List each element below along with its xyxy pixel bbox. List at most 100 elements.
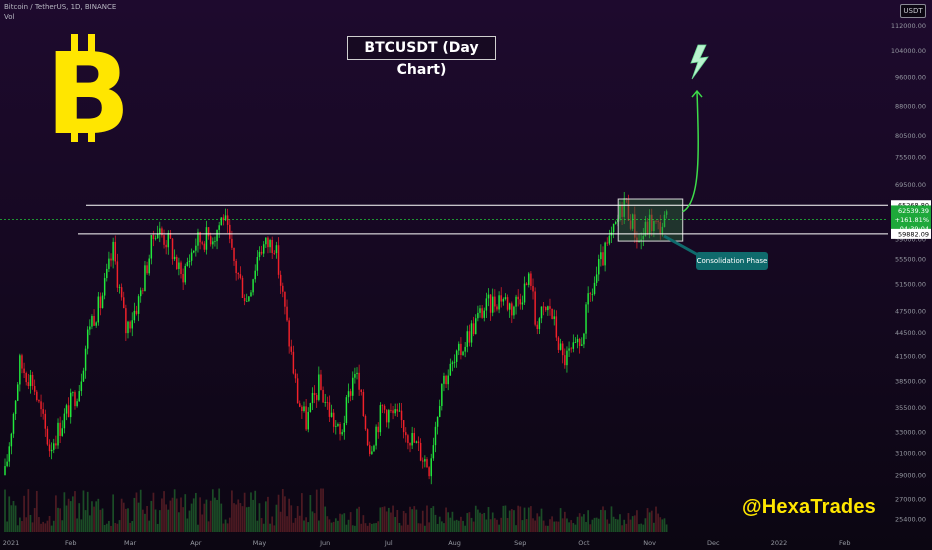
volume-bar [633,515,636,532]
volume-bar [523,507,526,532]
volume-bar [612,516,615,532]
candle-body [600,252,602,260]
candle-body [636,237,638,243]
volume-bar [86,491,89,532]
candle-body [112,241,114,261]
volume-bar [93,506,95,532]
volume-bar [4,489,6,532]
volume-bar [460,516,462,532]
volume-bar [303,520,305,532]
candle-body [131,320,133,329]
candle-body [598,259,600,275]
candle-body [572,342,575,349]
candle-body [345,397,348,423]
candle-body [292,351,295,374]
candle-body [76,401,78,407]
volume-bar [563,511,566,532]
volume-bar [508,510,511,532]
candle-body [479,308,481,313]
candle-body [129,321,131,329]
up-arrow-head [691,89,703,98]
volume-bar [540,508,543,532]
volume-bar [99,509,102,532]
candle-body [500,295,502,302]
volume-bar [400,525,403,532]
volume-bar [394,516,397,532]
volume-bar [383,506,386,532]
candle-body [487,294,490,299]
y-tick-label: 38500.00 [895,377,926,385]
volume-bar [148,520,151,532]
candle-body [530,273,532,286]
volume-bar [182,507,184,532]
candle-body [19,355,21,385]
volume-bar [328,519,331,532]
candle-body [383,405,386,410]
volume-bar [536,513,539,532]
candle-body [576,338,579,343]
volume-bar [521,520,524,532]
candle-body [235,260,237,274]
volume-bar [16,525,19,532]
candle-body [142,290,144,292]
volume-bar [173,489,176,532]
volume-bar [407,524,409,532]
volume-bar [659,517,662,532]
volume-bar [175,498,178,532]
volume-bar [642,524,645,532]
candle-body [205,227,208,250]
volume-bar [638,524,640,532]
candle-body [16,384,19,401]
volume-bar [252,499,254,532]
candle-body [229,224,231,239]
candle-body [27,382,30,387]
candle-body [651,214,653,232]
candle-body [161,228,163,236]
volume-bar [462,520,464,532]
candle-body [44,413,47,429]
volume-bar [50,525,53,532]
candle-body [74,392,76,407]
candle-body [343,422,346,433]
candle-body [277,245,280,275]
time-axis: 2021 Feb Mar Apr May Jun Jul Aug Sep Oct Nov Dec 202… [3,539,851,547]
volume-bar [237,499,240,532]
candle-body [220,217,223,226]
currency-selector[interactable]: USDT [900,4,926,18]
candle-body [156,233,159,239]
candle-body [358,372,360,390]
candle-body [116,261,119,288]
candle-body [508,303,511,310]
volume-bar [243,492,246,532]
volume-bar [538,516,541,532]
volume-bar [623,519,626,532]
candle-body [642,235,645,240]
volume-bar [510,509,513,532]
candle-body [335,425,337,427]
volume-bar [222,523,225,532]
candle-body [254,270,256,280]
volume-bar [468,512,471,532]
candle-body [557,337,560,350]
volume-bar [445,507,447,532]
candle-body [525,283,528,285]
candle-body [123,297,125,309]
candle-body [91,315,93,327]
volume-bar [341,514,344,532]
candle-body [434,426,437,446]
volume-bar [309,495,312,532]
candle-body [250,292,252,297]
price-label-bg [891,205,931,216]
volume-bar [345,524,348,532]
candle-body [449,363,452,376]
candle-body [665,211,668,215]
candle-body [80,381,83,392]
volume-bar [42,521,45,532]
candle-body [318,374,320,400]
volume-bar [347,519,350,532]
volume-bar [470,517,473,532]
candle-body [349,391,352,396]
candle-body [50,449,53,452]
candle-body [426,459,428,468]
